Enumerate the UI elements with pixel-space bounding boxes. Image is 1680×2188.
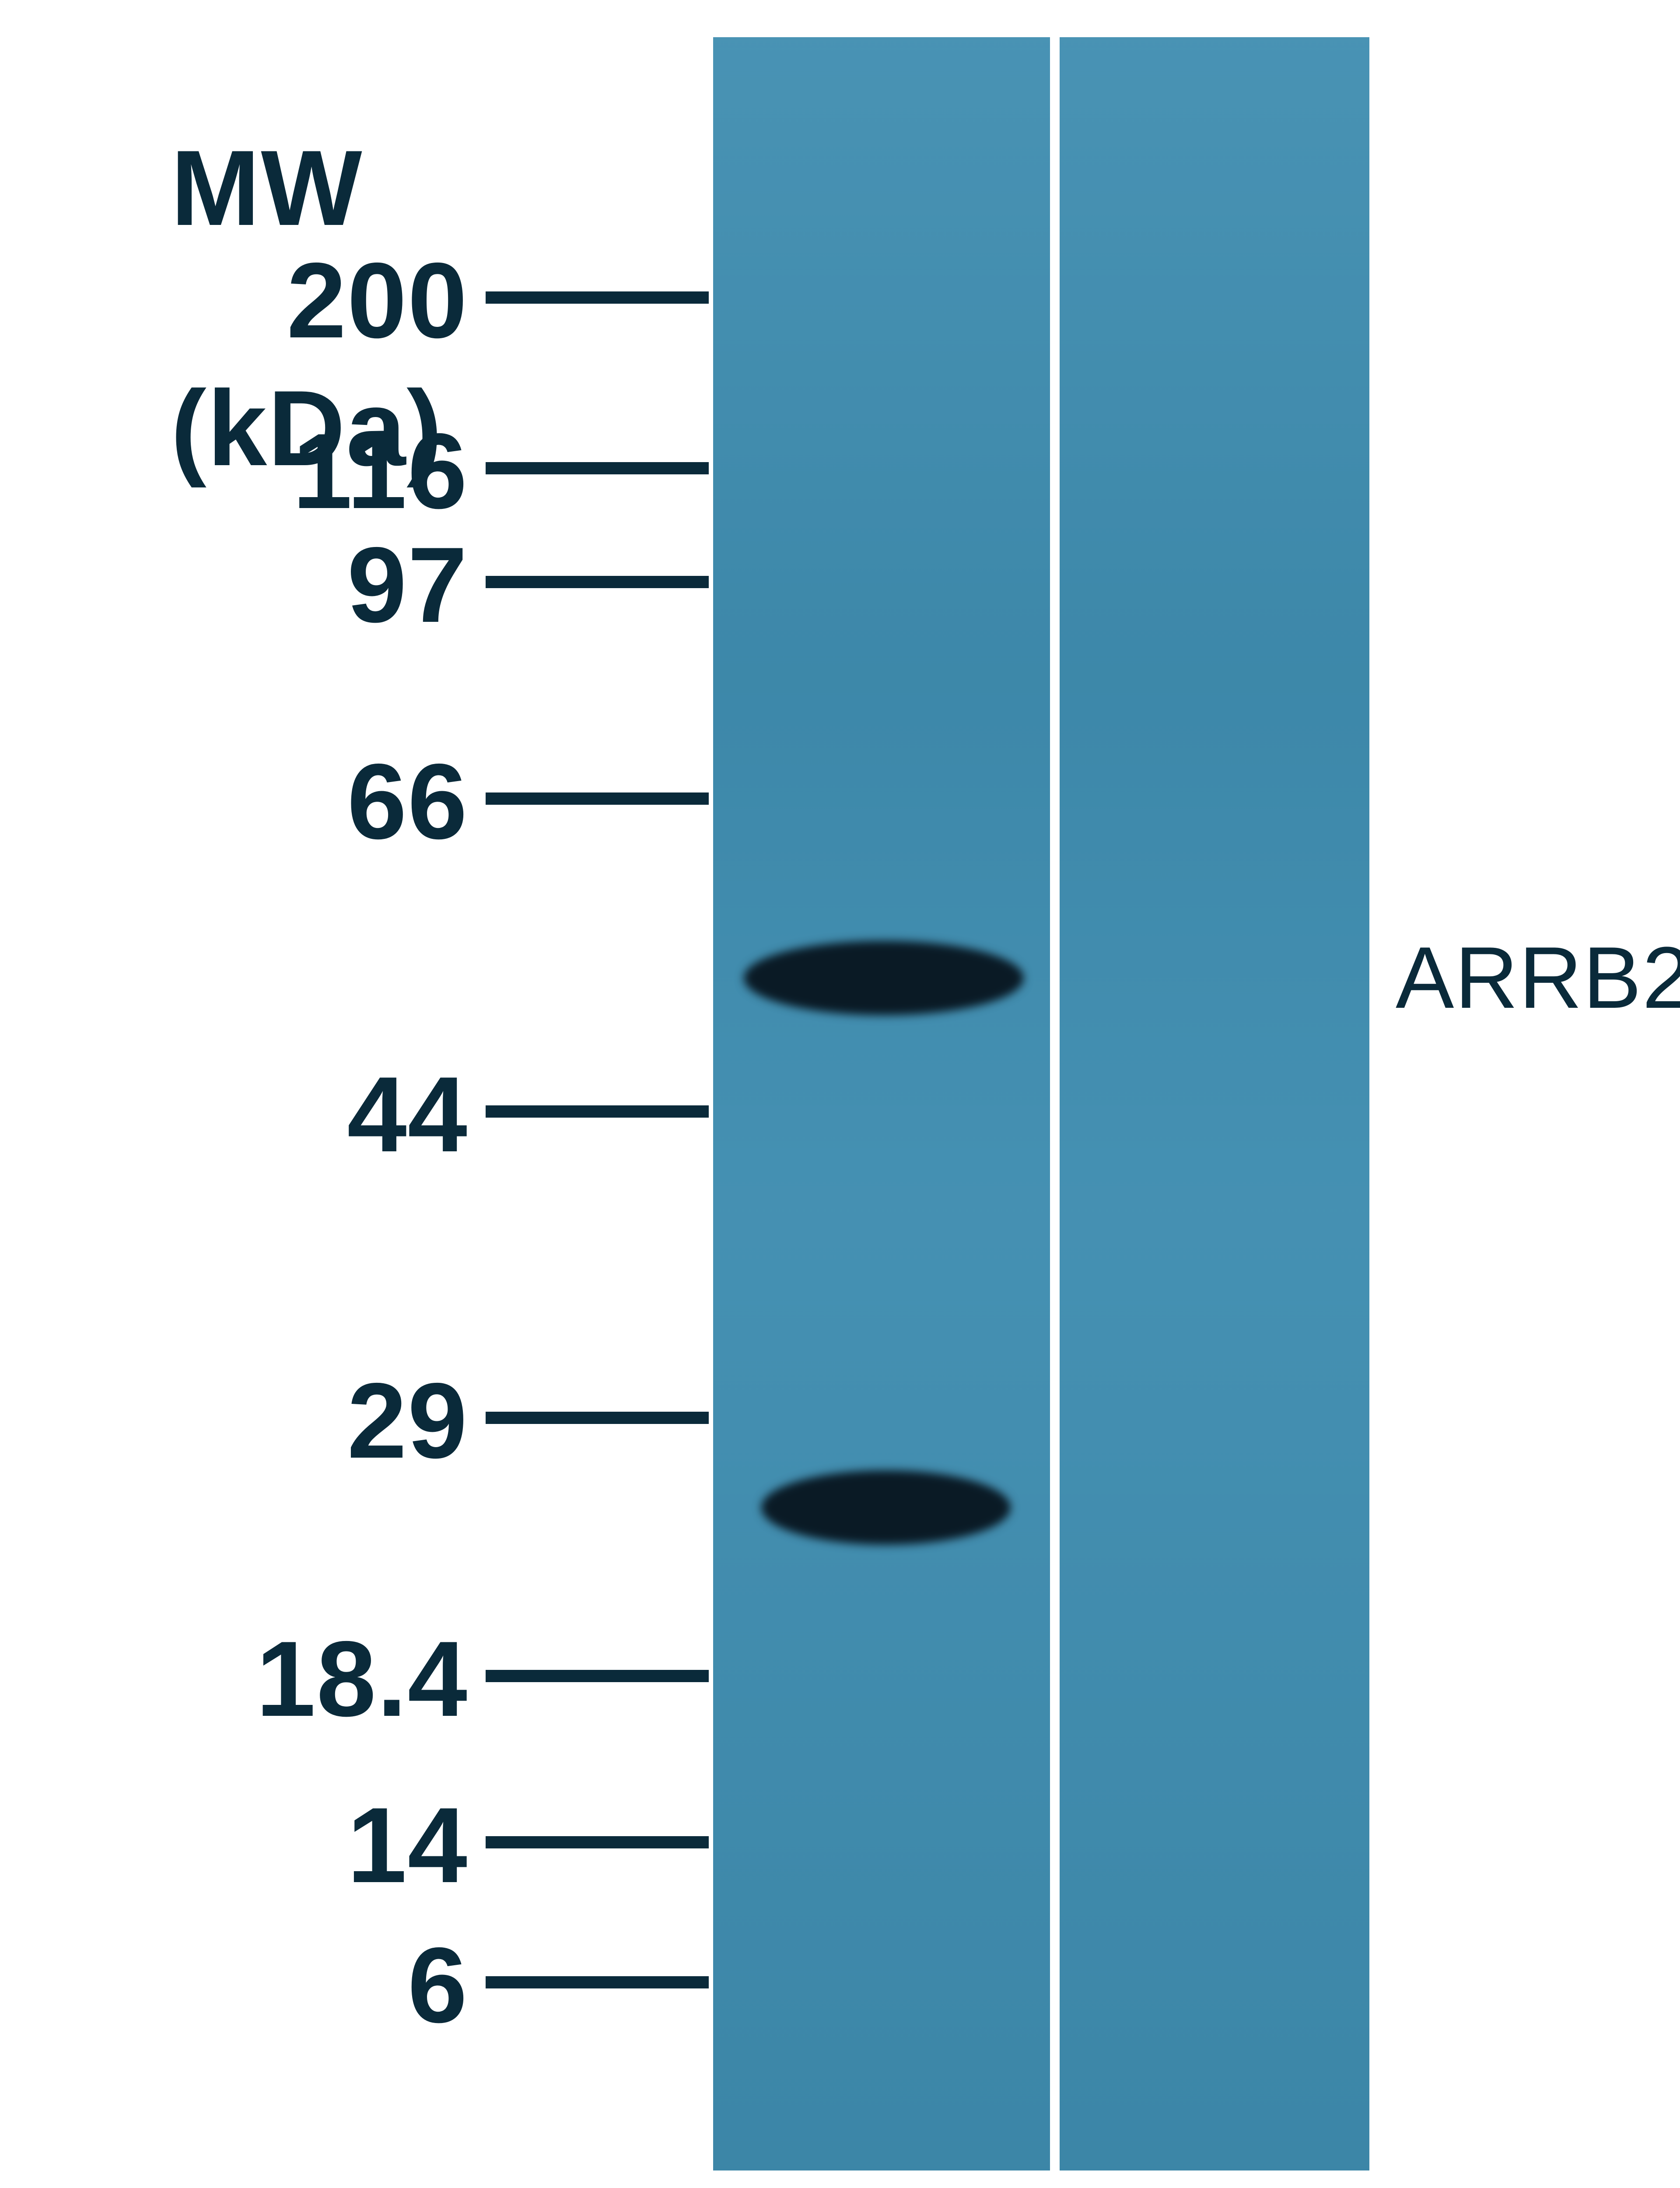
mw-label-6: 6 xyxy=(408,1923,468,2047)
mw-label-18.4: 18.4 xyxy=(256,1617,468,1740)
lane-divider xyxy=(1050,37,1060,2170)
mw-tick-18.4 xyxy=(486,1670,709,1682)
mw-tick-29 xyxy=(486,1412,709,1424)
mw-tick-6 xyxy=(486,1976,709,1988)
band-lane1-2 xyxy=(761,1470,1011,1545)
band-lane1-1 xyxy=(744,941,1024,1015)
mw-tick-200 xyxy=(486,291,709,304)
mw-tick-44 xyxy=(486,1105,709,1118)
mw-label-66: 66 xyxy=(347,740,468,863)
blot-panel xyxy=(713,37,1369,2170)
mw-label-14: 14 xyxy=(347,1783,468,1907)
mw-label-44: 44 xyxy=(347,1052,468,1176)
mw-label-29: 29 xyxy=(347,1359,468,1482)
mw-label-200: 200 xyxy=(287,238,468,362)
mw-tick-66 xyxy=(486,792,709,805)
mw-header-line1: MW xyxy=(171,128,363,248)
mw-label-97: 97 xyxy=(347,523,468,646)
target-label: ARRB2 xyxy=(1396,928,1680,1028)
mw-tick-14 xyxy=(486,1836,709,1848)
western-blot-figure: MW (kDa) ARRB2 2001169766442918.414612 xyxy=(0,0,1680,2188)
mw-tick-97 xyxy=(486,576,709,588)
mw-label-116: 116 xyxy=(293,409,468,533)
mw-tick-116 xyxy=(486,462,709,474)
